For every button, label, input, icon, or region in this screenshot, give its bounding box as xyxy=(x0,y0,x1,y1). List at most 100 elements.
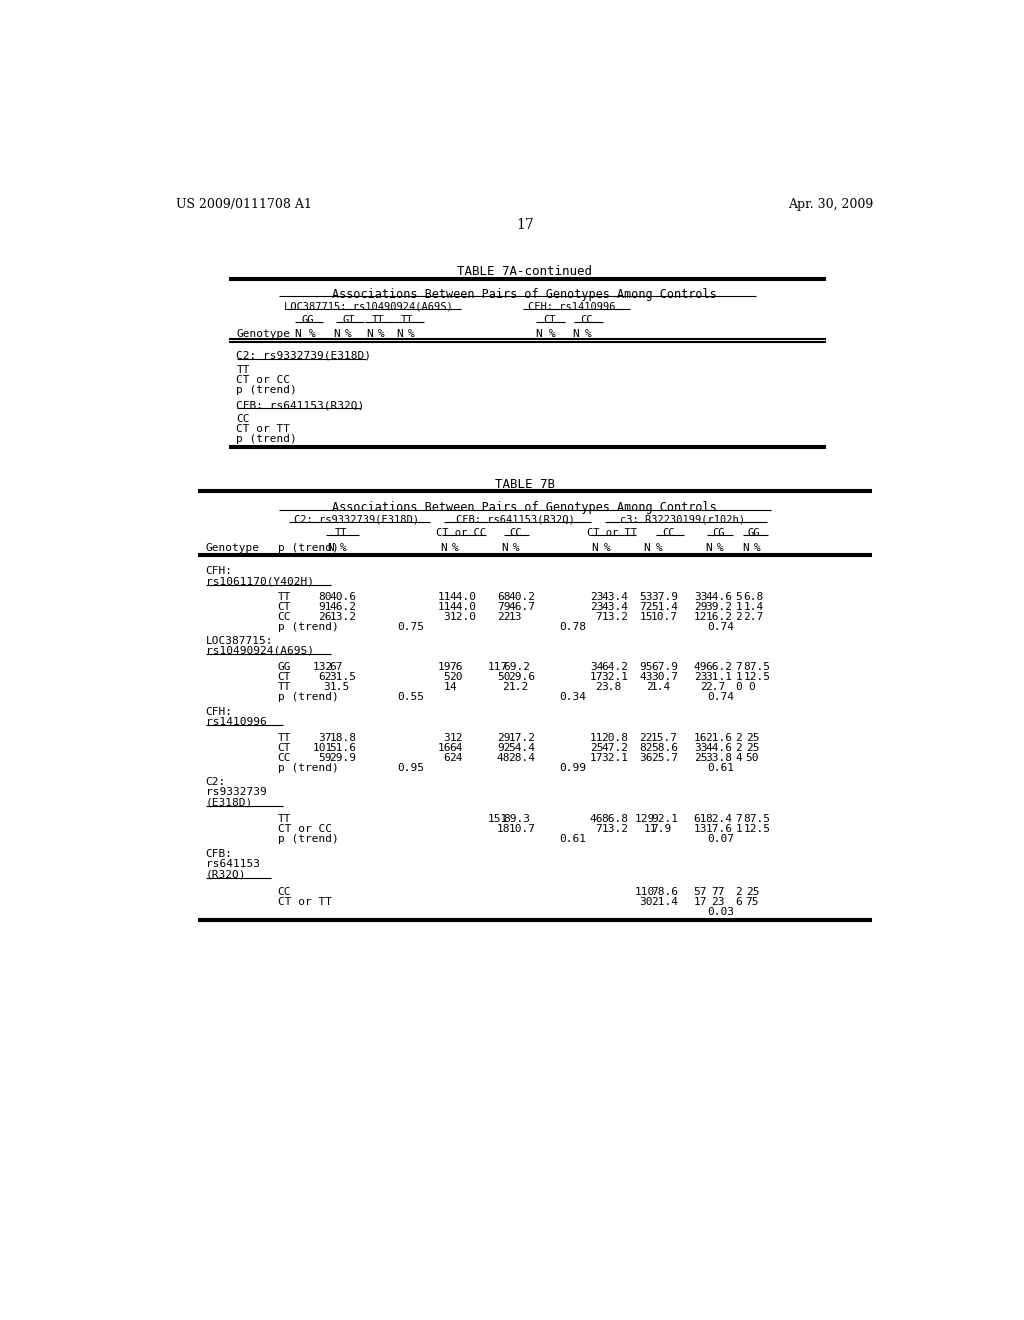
Text: %: % xyxy=(655,543,663,553)
Text: 89.3: 89.3 xyxy=(503,814,530,825)
Text: 82.4: 82.4 xyxy=(706,814,732,825)
Text: N: N xyxy=(328,543,334,553)
Text: 30.7: 30.7 xyxy=(651,672,678,682)
Text: 0.61: 0.61 xyxy=(560,834,587,845)
Text: p (trend): p (trend) xyxy=(237,385,297,395)
Text: 25: 25 xyxy=(745,743,759,752)
Text: CC: CC xyxy=(278,752,291,763)
Text: 6: 6 xyxy=(443,752,451,763)
Text: 33: 33 xyxy=(693,743,708,752)
Text: GG: GG xyxy=(301,315,314,326)
Text: %: % xyxy=(513,543,520,553)
Text: 0.03: 0.03 xyxy=(708,907,734,917)
Text: TT: TT xyxy=(400,315,414,326)
Text: 32.1: 32.1 xyxy=(601,752,629,763)
Text: TABLE 7B: TABLE 7B xyxy=(495,478,555,491)
Text: US 2009/0111708 A1: US 2009/0111708 A1 xyxy=(176,198,312,211)
Text: 16.2: 16.2 xyxy=(706,612,732,622)
Text: %: % xyxy=(452,543,459,553)
Text: 23: 23 xyxy=(711,896,724,907)
Text: 44.0: 44.0 xyxy=(450,591,476,602)
Text: N: N xyxy=(396,329,402,338)
Text: 76: 76 xyxy=(450,663,463,672)
Text: 0.74: 0.74 xyxy=(708,622,734,632)
Text: 5: 5 xyxy=(735,591,742,602)
Text: 79: 79 xyxy=(497,602,510,612)
Text: CFH:: CFH: xyxy=(206,706,232,717)
Text: 10.7: 10.7 xyxy=(651,612,678,622)
Text: %: % xyxy=(340,543,346,553)
Text: %: % xyxy=(378,329,385,338)
Text: 2: 2 xyxy=(735,612,742,622)
Text: 87.5: 87.5 xyxy=(743,814,770,825)
Text: (R32Q): (R32Q) xyxy=(206,869,246,879)
Text: 25: 25 xyxy=(745,887,759,896)
Text: 82: 82 xyxy=(640,743,653,752)
Text: 49: 49 xyxy=(693,663,708,672)
Text: 67: 67 xyxy=(330,663,343,672)
Text: 92: 92 xyxy=(497,743,510,752)
Text: 28.4: 28.4 xyxy=(509,752,536,763)
Text: 7: 7 xyxy=(595,825,602,834)
Text: 61: 61 xyxy=(693,814,708,825)
Text: N: N xyxy=(295,329,301,338)
Text: 20.8: 20.8 xyxy=(601,733,629,743)
Text: 5: 5 xyxy=(443,672,451,682)
Text: N: N xyxy=(742,543,750,553)
Text: CT: CT xyxy=(278,602,291,612)
Text: 92.1: 92.1 xyxy=(651,814,678,825)
Text: 43.4: 43.4 xyxy=(601,591,629,602)
Text: 17: 17 xyxy=(590,752,603,763)
Text: Associations Between Pairs of Genotypes Among Controls: Associations Between Pairs of Genotypes … xyxy=(333,502,717,513)
Text: 46: 46 xyxy=(590,814,603,825)
Text: 44.0: 44.0 xyxy=(450,602,476,612)
Text: 132: 132 xyxy=(312,663,333,672)
Text: CC: CC xyxy=(278,887,291,896)
Text: CT: CT xyxy=(278,743,291,752)
Text: 2: 2 xyxy=(735,733,742,743)
Text: 11: 11 xyxy=(438,602,452,612)
Text: C2: rs9332739(E318D): C2: rs9332739(E318D) xyxy=(294,515,419,524)
Text: 12: 12 xyxy=(693,612,708,622)
Text: 69.2: 69.2 xyxy=(503,663,530,672)
Text: 2: 2 xyxy=(735,743,742,752)
Text: 4: 4 xyxy=(450,682,457,692)
Text: p (trend): p (trend) xyxy=(278,763,338,772)
Text: N: N xyxy=(334,329,340,338)
Text: 16: 16 xyxy=(438,743,452,752)
Text: 0.78: 0.78 xyxy=(560,622,587,632)
Text: 11: 11 xyxy=(438,591,452,602)
Text: 2: 2 xyxy=(700,682,707,692)
Text: 50: 50 xyxy=(497,672,510,682)
Text: 18: 18 xyxy=(497,825,510,834)
Text: C2:: C2: xyxy=(206,777,225,788)
Text: 0.34: 0.34 xyxy=(560,692,587,702)
Text: 64: 64 xyxy=(450,743,463,752)
Text: %: % xyxy=(717,543,724,553)
Text: Associations Between Pairs of Genotypes Among Controls: Associations Between Pairs of Genotypes … xyxy=(333,288,717,301)
Text: CC: CC xyxy=(509,528,522,539)
Text: N: N xyxy=(643,543,650,553)
Text: 0.74: 0.74 xyxy=(708,692,734,702)
Text: 78.6: 78.6 xyxy=(651,887,678,896)
Text: 17.2: 17.2 xyxy=(509,733,536,743)
Text: CT: CT xyxy=(544,315,556,326)
Text: CC: CC xyxy=(278,612,291,622)
Text: 0.07: 0.07 xyxy=(708,834,734,845)
Text: 34: 34 xyxy=(590,663,603,672)
Text: N: N xyxy=(440,543,447,553)
Text: 67.9: 67.9 xyxy=(651,663,678,672)
Text: 53: 53 xyxy=(640,591,653,602)
Text: rs1410996: rs1410996 xyxy=(206,717,266,726)
Text: 6: 6 xyxy=(735,896,742,907)
Text: 39.2: 39.2 xyxy=(706,602,732,612)
Text: rs641153: rs641153 xyxy=(206,859,259,869)
Text: 68: 68 xyxy=(497,591,510,602)
Text: 30: 30 xyxy=(640,896,653,907)
Text: 4: 4 xyxy=(735,752,742,763)
Text: 12.5: 12.5 xyxy=(743,825,770,834)
Text: 23: 23 xyxy=(590,591,603,602)
Text: CT or CC: CT or CC xyxy=(237,375,291,384)
Text: Genotype: Genotype xyxy=(206,543,259,553)
Text: 1.5: 1.5 xyxy=(330,682,350,692)
